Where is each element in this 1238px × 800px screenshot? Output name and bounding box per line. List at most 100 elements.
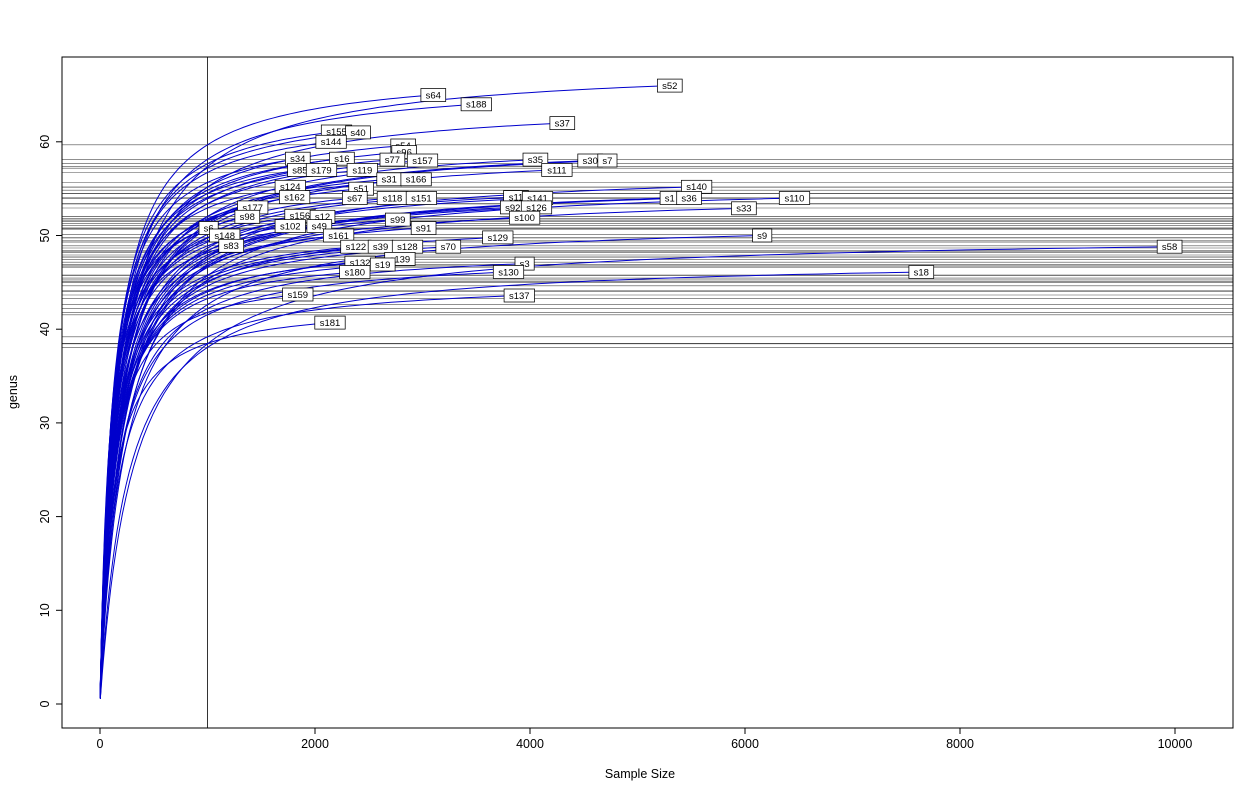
rarefaction-curve-s102 — [99, 225, 291, 699]
sample-label-box-s77 — [379, 152, 406, 167]
sample-label-s166: s166 — [406, 175, 427, 186]
sample-label-s34: s34 — [290, 154, 305, 165]
sample-label-box-s7 — [597, 153, 618, 168]
sample-label-s139: s139 — [390, 254, 411, 265]
sample-label-box-s181 — [314, 315, 346, 330]
y-tick-label: 30 — [38, 416, 52, 430]
sample-label-s179: s179 — [311, 165, 332, 176]
x-tick-label: 0 — [97, 737, 104, 751]
x-tick-label: 8000 — [946, 737, 974, 751]
sample-label-box-s16 — [329, 151, 355, 166]
sample-label-s161: s161 — [328, 231, 349, 242]
sample-label-s9: s9 — [757, 231, 767, 242]
sample-label-s36: s36 — [681, 193, 696, 204]
sample-label-box-s9 — [752, 228, 773, 243]
rarefaction-curve-s18 — [99, 271, 922, 699]
sample-label-s155: s155 — [326, 127, 347, 138]
sample-label-box-s159 — [282, 287, 314, 302]
sample-label-s157: s157 — [412, 156, 433, 167]
rarefaction-curve-s124 — [99, 186, 291, 699]
sample-label-box-s110 — [778, 191, 811, 205]
y-tick-label: 10 — [38, 603, 52, 617]
y-tick-label: 50 — [38, 229, 52, 243]
sample-label-s6: s6 — [204, 223, 214, 234]
sample-label-box-s111 — [541, 163, 573, 177]
sample-label-s85: s85 — [292, 165, 307, 176]
rarefaction-curve-s161 — [99, 235, 339, 699]
sample-label-s151: s151 — [411, 193, 432, 204]
sample-label-s132: s132 — [350, 258, 371, 269]
sample-label-s126: s126 — [526, 203, 547, 214]
sample-label-s35: s35 — [528, 155, 543, 166]
sample-label-s159: s159 — [287, 290, 308, 301]
sample-label-s92: s92 — [505, 203, 520, 214]
sample-label-box-s33 — [731, 201, 757, 216]
sample-label-box-s119 — [346, 163, 378, 177]
rarefaction-curve-s34 — [99, 158, 298, 699]
sample-label-s70: s70 — [441, 242, 456, 253]
sample-label-box-s19 — [369, 257, 396, 272]
rarefaction-curve-s159 — [99, 294, 298, 699]
rarefaction-curve-s130 — [99, 271, 509, 699]
sample-label-s156: s156 — [290, 211, 311, 222]
sample-label-box-s180 — [339, 265, 371, 279]
sample-label-s12: s12 — [315, 212, 330, 223]
sample-label-s16: s16 — [334, 154, 349, 165]
sample-label-s180: s180 — [344, 267, 365, 278]
sample-label-s39: s39 — [373, 242, 388, 253]
sample-label-s91: s91 — [416, 223, 431, 234]
y-tick-label: 0 — [38, 700, 52, 707]
sample-label-s110: s110 — [785, 193, 805, 204]
sample-label-box-s98 — [234, 209, 261, 224]
sample-label-box-s70 — [435, 239, 462, 254]
sample-label-box-s36 — [676, 191, 702, 205]
sample-labels-layer: s52s64s188s37s155s40s144s54s96s34s16s77s… — [198, 78, 1183, 330]
sample-label-box-s162 — [279, 190, 311, 204]
rarefaction-curve-s129 — [99, 236, 498, 699]
sample-label-s67: s67 — [347, 193, 362, 204]
sample-label-s49: s49 — [312, 222, 327, 233]
sample-label-s102: s102 — [280, 222, 301, 233]
rarefaction-curve-s33 — [99, 207, 744, 699]
sample-label-s77: s77 — [385, 155, 400, 166]
sample-label-box-s40 — [345, 125, 371, 140]
sample-label-box-s144 — [315, 134, 347, 149]
sample-label-s122: s122 — [346, 242, 367, 253]
sample-label-box-s58 — [1156, 239, 1183, 254]
rarefaction-curve-s162 — [99, 196, 295, 699]
x-tick-label: 10000 — [1158, 737, 1193, 751]
axes-layer: 0 2000 4000 6000 8000 10000 0 10 20 30 40 50 60 — [38, 56, 1234, 751]
sample-label-s148: s148 — [214, 231, 235, 242]
rarefaction-curve-s83 — [99, 245, 232, 699]
sample-label-s181: s181 — [320, 318, 341, 329]
sample-label-s7: s7 — [602, 156, 612, 167]
sample-label-box-s67 — [342, 191, 368, 205]
sample-label-s141: s141 — [527, 193, 548, 204]
sample-label-box-s91 — [410, 221, 437, 235]
sample-label-box-s83 — [218, 238, 244, 253]
sample-label-box-s129 — [482, 230, 514, 245]
sample-label-s37: s37 — [555, 119, 570, 130]
sample-label-box-s37 — [549, 116, 576, 130]
rarefaction-curve-s49 — [99, 225, 320, 699]
sample-label-s100: s100 — [514, 213, 535, 224]
sample-label-box-s52 — [657, 78, 683, 93]
sample-label-s3: s3 — [520, 259, 530, 270]
rarefaction-curve-s137 — [99, 295, 520, 699]
y-axis-title: genus — [6, 375, 20, 409]
sample-label-s18: s18 — [914, 267, 929, 278]
sample-label-box-s100 — [509, 210, 541, 225]
sample-label-s162: s162 — [284, 193, 305, 204]
sample-label-s124: s124 — [280, 182, 301, 193]
sample-label-box-s18 — [908, 265, 935, 279]
sample-label-s130: s130 — [498, 267, 519, 278]
y-tick-label: 60 — [38, 135, 52, 149]
sample-label-s137: s137 — [509, 291, 530, 302]
sample-label-s128: s128 — [397, 242, 418, 253]
x-axis-title: Sample Size — [605, 767, 675, 781]
sample-label-s19: s19 — [375, 260, 390, 271]
sample-label-s177: s177 — [242, 203, 263, 214]
rarefaction-curve-s141 — [99, 197, 538, 699]
reference-lines-layer — [62, 57, 1233, 728]
